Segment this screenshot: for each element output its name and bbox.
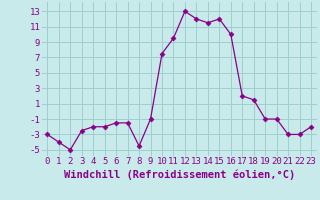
X-axis label: Windchill (Refroidissement éolien,°C): Windchill (Refroidissement éolien,°C): [64, 169, 295, 180]
